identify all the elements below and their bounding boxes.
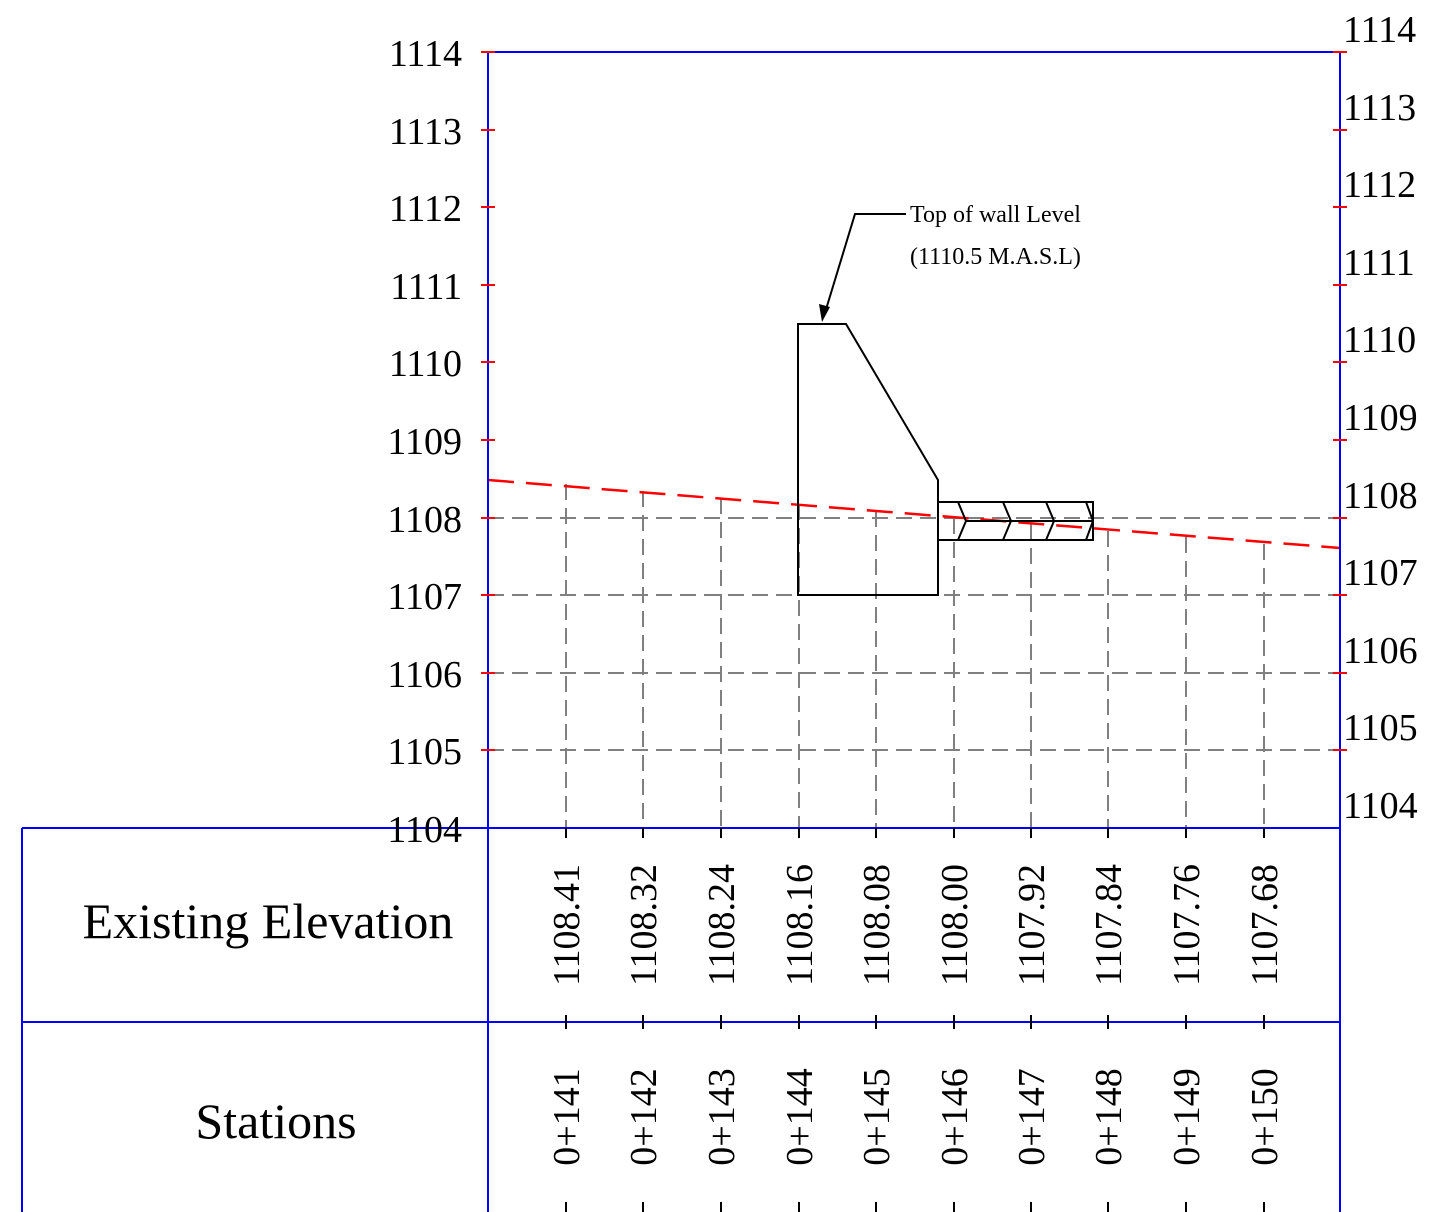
right-elev-label: 1112 [1343,164,1416,206]
left-elev-label: 1113 [389,111,462,153]
right-elev-label: 1104 [1343,785,1418,827]
left-elev-label: 1105 [387,731,462,773]
elevation-value: 1107.68 [1244,864,1286,986]
callout-leader-line [823,213,906,317]
station-label: 0+148 [1088,1068,1130,1165]
elevation-value: 1108.08 [856,864,898,986]
station-values: 0+141 0+142 0+143 0+144 0+145 0+146 0+14… [546,1068,1286,1165]
elevation-value: 1108.41 [546,864,588,986]
station-label: 0+145 [856,1068,898,1165]
gabion-hexagon-pattern [938,501,1095,541]
station-label: 0+146 [934,1068,976,1165]
profile-frame [21,51,1341,1212]
elevation-value: 1107.76 [1166,864,1208,986]
elevation-value: 1107.92 [1011,864,1053,986]
left-elev-label: 1112 [389,188,462,230]
station-ticks [565,828,1265,1212]
left-axis-ticks [481,51,495,751]
station-label: 0+150 [1244,1068,1286,1165]
station-label: 0+143 [701,1068,743,1165]
right-elev-label: 1111 [1343,242,1415,284]
existing-ground-line [487,478,1341,550]
callout-line-2: (1110.5 M.A.S.L) [910,244,1081,270]
elevation-value: 1107.84 [1088,864,1130,986]
horizontal-grid-lines [488,517,1340,751]
elevation-value: 1108.16 [779,864,821,986]
station-label: 0+142 [623,1068,665,1165]
callout-arrowhead [819,304,830,322]
stations-row-title: Stations [195,1093,356,1149]
left-elev-label: 1107 [387,576,462,618]
left-elev-label: 1104 [387,809,462,851]
right-elev-label: 1108 [1343,475,1418,517]
existing-elevation-row-title: Existing Elevation [83,893,454,949]
right-elev-label: 1105 [1343,707,1418,749]
left-elev-label: 1114 [389,33,462,75]
right-elev-label: 1107 [1343,552,1418,594]
left-elev-label: 1108 [387,499,462,541]
station-label: 0+144 [779,1068,821,1165]
left-elev-label: 1110 [389,343,462,385]
right-elev-label: 1106 [1343,630,1418,672]
left-elev-label: 1109 [387,421,462,463]
elevation-value: 1108.00 [934,864,976,986]
vertical-grid-lines [565,484,1265,828]
wall-outline [797,323,939,596]
right-elev-label: 1109 [1343,397,1418,439]
left-elev-label: 1111 [390,266,462,308]
right-elev-label: 1110 [1343,319,1416,361]
station-label: 0+149 [1166,1068,1208,1165]
top-of-wall-callout: Top of wall Level (1110.5 M.A.S.L) [819,202,1081,322]
left-elev-label: 1106 [387,654,462,696]
right-elev-label: 1114 [1343,9,1416,51]
right-axis-ticks [1333,51,1347,751]
station-label: 0+141 [546,1068,588,1165]
elevation-value: 1108.24 [701,864,743,986]
left-elevation-labels: 1114 1113 1112 1111 1110 1109 1108 1107 … [387,33,462,851]
callout-line-1: Top of wall Level [910,202,1081,228]
elevation-value: 1108.32 [623,864,665,986]
right-elevation-labels: 1114 1113 1112 1111 1110 1109 1108 1107 … [1343,9,1418,827]
right-elev-label: 1113 [1343,87,1416,129]
retaining-wall [797,323,1095,596]
existing-elevation-values: 1108.41 1108.32 1108.24 1108.16 1108.08 … [546,864,1286,986]
station-label: 0+147 [1011,1068,1053,1165]
